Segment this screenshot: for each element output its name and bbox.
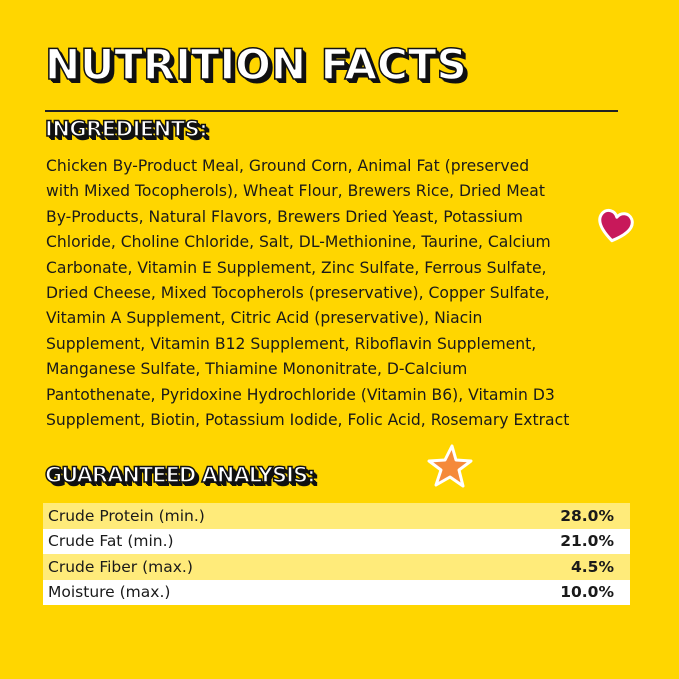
ingredients-line: Vitamin A Supplement, Citric Acid (prese…: [46, 309, 483, 328]
ingredients-line: with Mixed Tocopherols), Wheat Flour, Br…: [46, 182, 545, 201]
page-title: NUTRITION FACTS: [44, 39, 467, 90]
table-row: Moisture (max.) 10.0%: [43, 579, 630, 605]
ingredients-line: Chicken By-Product Meal, Ground Corn, An…: [46, 157, 530, 175]
ingredients-line: Pantothenate, Pyridoxine Hydrochloride (…: [46, 385, 555, 404]
nutrient-label: Crude Fiber (max.): [48, 557, 193, 576]
nutrient-label: Moisture (max.): [48, 583, 171, 602]
heart-icon: [598, 208, 634, 243]
nutrient-value: 10.0%: [560, 583, 614, 602]
nutrient-value: 4.5%: [571, 557, 614, 576]
nutrient-value: 21.0%: [560, 532, 614, 551]
star-icon: [427, 444, 473, 488]
table-row: Crude Fat (min.) 21.0%: [43, 528, 630, 554]
ingredients-line: Dried Cheese, Mixed Tocopherols (preserv…: [46, 284, 550, 303]
ingredients-line: Manganese Sulfate, Thiamine Mononitrate,…: [46, 360, 468, 379]
ingredients-line: Supplement, Vitamin B12 Supplement, Ribo…: [46, 334, 537, 353]
ingredients-heading: INGREDIENTS:: [44, 116, 208, 142]
nutrient-value: 28.0%: [560, 506, 614, 525]
ingredients-line: By-Products, Natural Flavors, Brewers Dr…: [46, 207, 523, 226]
table-row: Crude Protein (min.) 28.0%: [43, 503, 630, 529]
ingredients-list: Chicken By-Product Meal, Ground Corn, An…: [46, 154, 569, 433]
divider: [45, 110, 618, 112]
ingredients-line: Supplement, Biotin, Potassium Iodide, Fo…: [46, 411, 570, 430]
guaranteed-analysis-table: Crude Protein (min.) 28.0% Crude Fat (min…: [43, 503, 630, 605]
nutrient-label: Crude Protein (min.): [48, 506, 205, 525]
ingredients-line: Carbonate, Vitamin E Supplement, Zinc Su…: [46, 258, 547, 277]
ingredients-line: Chloride, Choline Chloride, Salt, DL-Met…: [46, 233, 551, 252]
table-row: Crude Fiber (max.) 4.5%: [43, 554, 630, 580]
nutrient-label: Crude Fat (min.): [48, 532, 174, 551]
analysis-heading: GUARANTEED ANALYSIS:: [44, 462, 316, 488]
